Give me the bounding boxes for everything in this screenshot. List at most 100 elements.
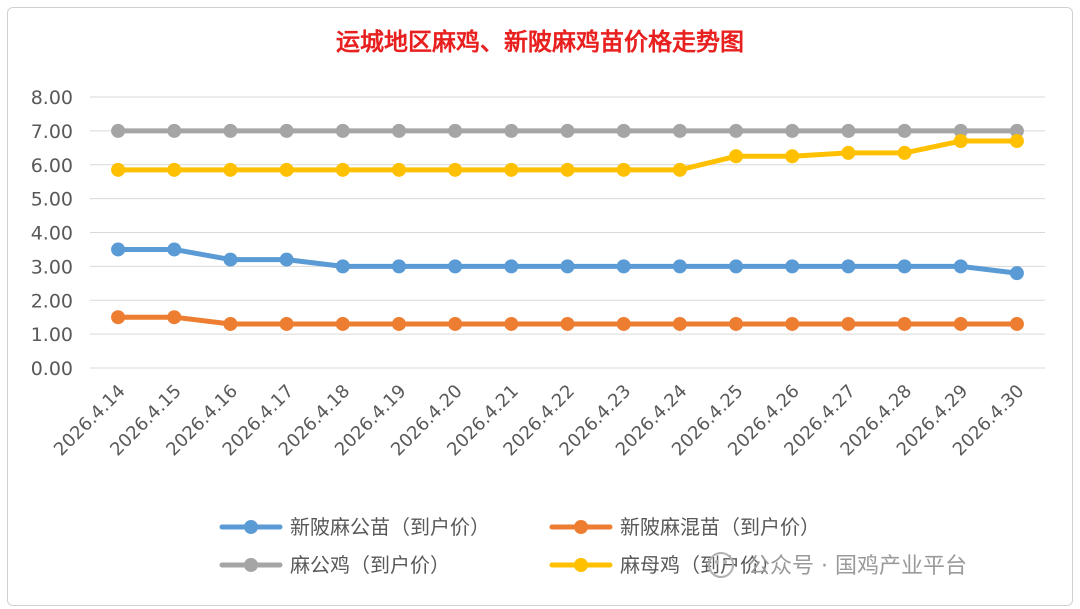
y-tick-label: 7.00 xyxy=(31,121,73,143)
legend-marker xyxy=(244,520,258,534)
data-point xyxy=(1009,134,1024,149)
legend-label: 新陂麻混苗（到户价） xyxy=(620,515,820,539)
data-point xyxy=(841,123,856,138)
data-point xyxy=(785,123,800,138)
series-4 xyxy=(111,134,1024,177)
data-point xyxy=(335,259,350,274)
y-tick-label: 1.00 xyxy=(31,324,73,346)
data-point xyxy=(560,162,575,177)
data-point xyxy=(335,123,350,138)
data-point xyxy=(729,259,744,274)
data-point xyxy=(279,162,294,177)
data-point xyxy=(1009,123,1024,138)
series-1 xyxy=(111,242,1024,281)
chart-frame xyxy=(7,7,1073,606)
data-point xyxy=(111,123,126,138)
data-point xyxy=(223,123,238,138)
data-point xyxy=(616,123,631,138)
y-tick-label: 5.00 xyxy=(31,189,73,211)
data-point xyxy=(167,242,182,257)
data-point xyxy=(279,252,294,267)
data-point xyxy=(897,259,912,274)
data-point xyxy=(1009,316,1024,331)
data-point xyxy=(616,259,631,274)
data-point xyxy=(167,162,182,177)
data-point xyxy=(897,145,912,160)
wechat-icon-dot xyxy=(723,560,727,564)
data-point xyxy=(448,123,463,138)
legend-marker xyxy=(574,520,588,534)
data-point xyxy=(391,316,406,331)
data-point xyxy=(672,259,687,274)
legend-marker xyxy=(574,558,588,572)
data-point xyxy=(504,162,519,177)
data-point xyxy=(279,123,294,138)
x-axis: 2026.4.142026.4.152026.4.162026.4.172026… xyxy=(50,381,1028,461)
data-point xyxy=(672,316,687,331)
data-point xyxy=(111,310,126,325)
y-axis: 0.00 1.00 2.00 3.00 4.00 5.00 6.00 7.00 8.00 xyxy=(31,87,73,380)
data-point xyxy=(841,145,856,160)
data-point xyxy=(953,316,968,331)
data-point xyxy=(729,316,744,331)
series-3 xyxy=(111,123,1024,138)
data-point xyxy=(223,162,238,177)
data-point xyxy=(111,162,126,177)
wechat-icon xyxy=(708,552,734,578)
data-point xyxy=(953,134,968,149)
data-point xyxy=(953,123,968,138)
data-point xyxy=(560,123,575,138)
data-point xyxy=(785,259,800,274)
watermark-text: 公众号 · 国鸡产业平台 xyxy=(748,554,967,579)
data-point xyxy=(111,242,126,257)
y-tick-label: 2.00 xyxy=(31,290,73,312)
data-point xyxy=(672,162,687,177)
data-point xyxy=(223,252,238,267)
series-group xyxy=(111,123,1024,331)
data-point xyxy=(785,316,800,331)
chart-title: 运城地区麻鸡、新陂麻鸡苗价格走势图 xyxy=(336,28,744,56)
data-point xyxy=(672,123,687,138)
data-point xyxy=(167,310,182,325)
data-point xyxy=(391,259,406,274)
y-tick-label: 0.00 xyxy=(31,358,73,380)
data-point xyxy=(841,316,856,331)
data-point xyxy=(1009,266,1024,281)
data-point xyxy=(729,123,744,138)
y-tick-label: 4.00 xyxy=(31,223,73,245)
data-point xyxy=(504,123,519,138)
data-point xyxy=(448,162,463,177)
y-tick-label: 6.00 xyxy=(31,155,73,177)
data-point xyxy=(335,162,350,177)
wechat-icon-dot xyxy=(715,560,719,564)
y-tick-label: 3.00 xyxy=(31,256,73,278)
watermark: 公众号 · 国鸡产业平台 xyxy=(708,552,967,579)
data-point xyxy=(448,259,463,274)
legend-label: 麻公鸡（到户价） xyxy=(290,553,450,577)
data-point xyxy=(504,259,519,274)
data-point xyxy=(616,316,631,331)
data-point xyxy=(785,149,800,164)
data-point xyxy=(335,316,350,331)
legend-item: 新陂麻公苗（到户价） xyxy=(219,515,490,539)
data-point xyxy=(729,149,744,164)
legend: 新陂麻公苗（到户价） 新陂麻混苗（到户价） 麻公鸡（到户价） 麻母鸡（到户价） xyxy=(219,515,820,577)
data-point xyxy=(391,123,406,138)
data-point xyxy=(953,259,968,274)
series-2 xyxy=(111,310,1024,331)
data-point xyxy=(616,162,631,177)
legend-item: 新陂麻混苗（到户价） xyxy=(549,515,820,539)
data-point xyxy=(560,259,575,274)
y-tick-label: 8.00 xyxy=(31,87,73,109)
data-point xyxy=(897,123,912,138)
data-point xyxy=(841,259,856,274)
data-point xyxy=(391,162,406,177)
data-point xyxy=(223,316,238,331)
data-point xyxy=(448,316,463,331)
data-point xyxy=(897,316,912,331)
legend-item: 麻公鸡（到户价） xyxy=(219,553,450,577)
legend-item: 麻母鸡（到户价） xyxy=(549,553,780,577)
data-point xyxy=(279,316,294,331)
legend-marker xyxy=(244,558,258,572)
